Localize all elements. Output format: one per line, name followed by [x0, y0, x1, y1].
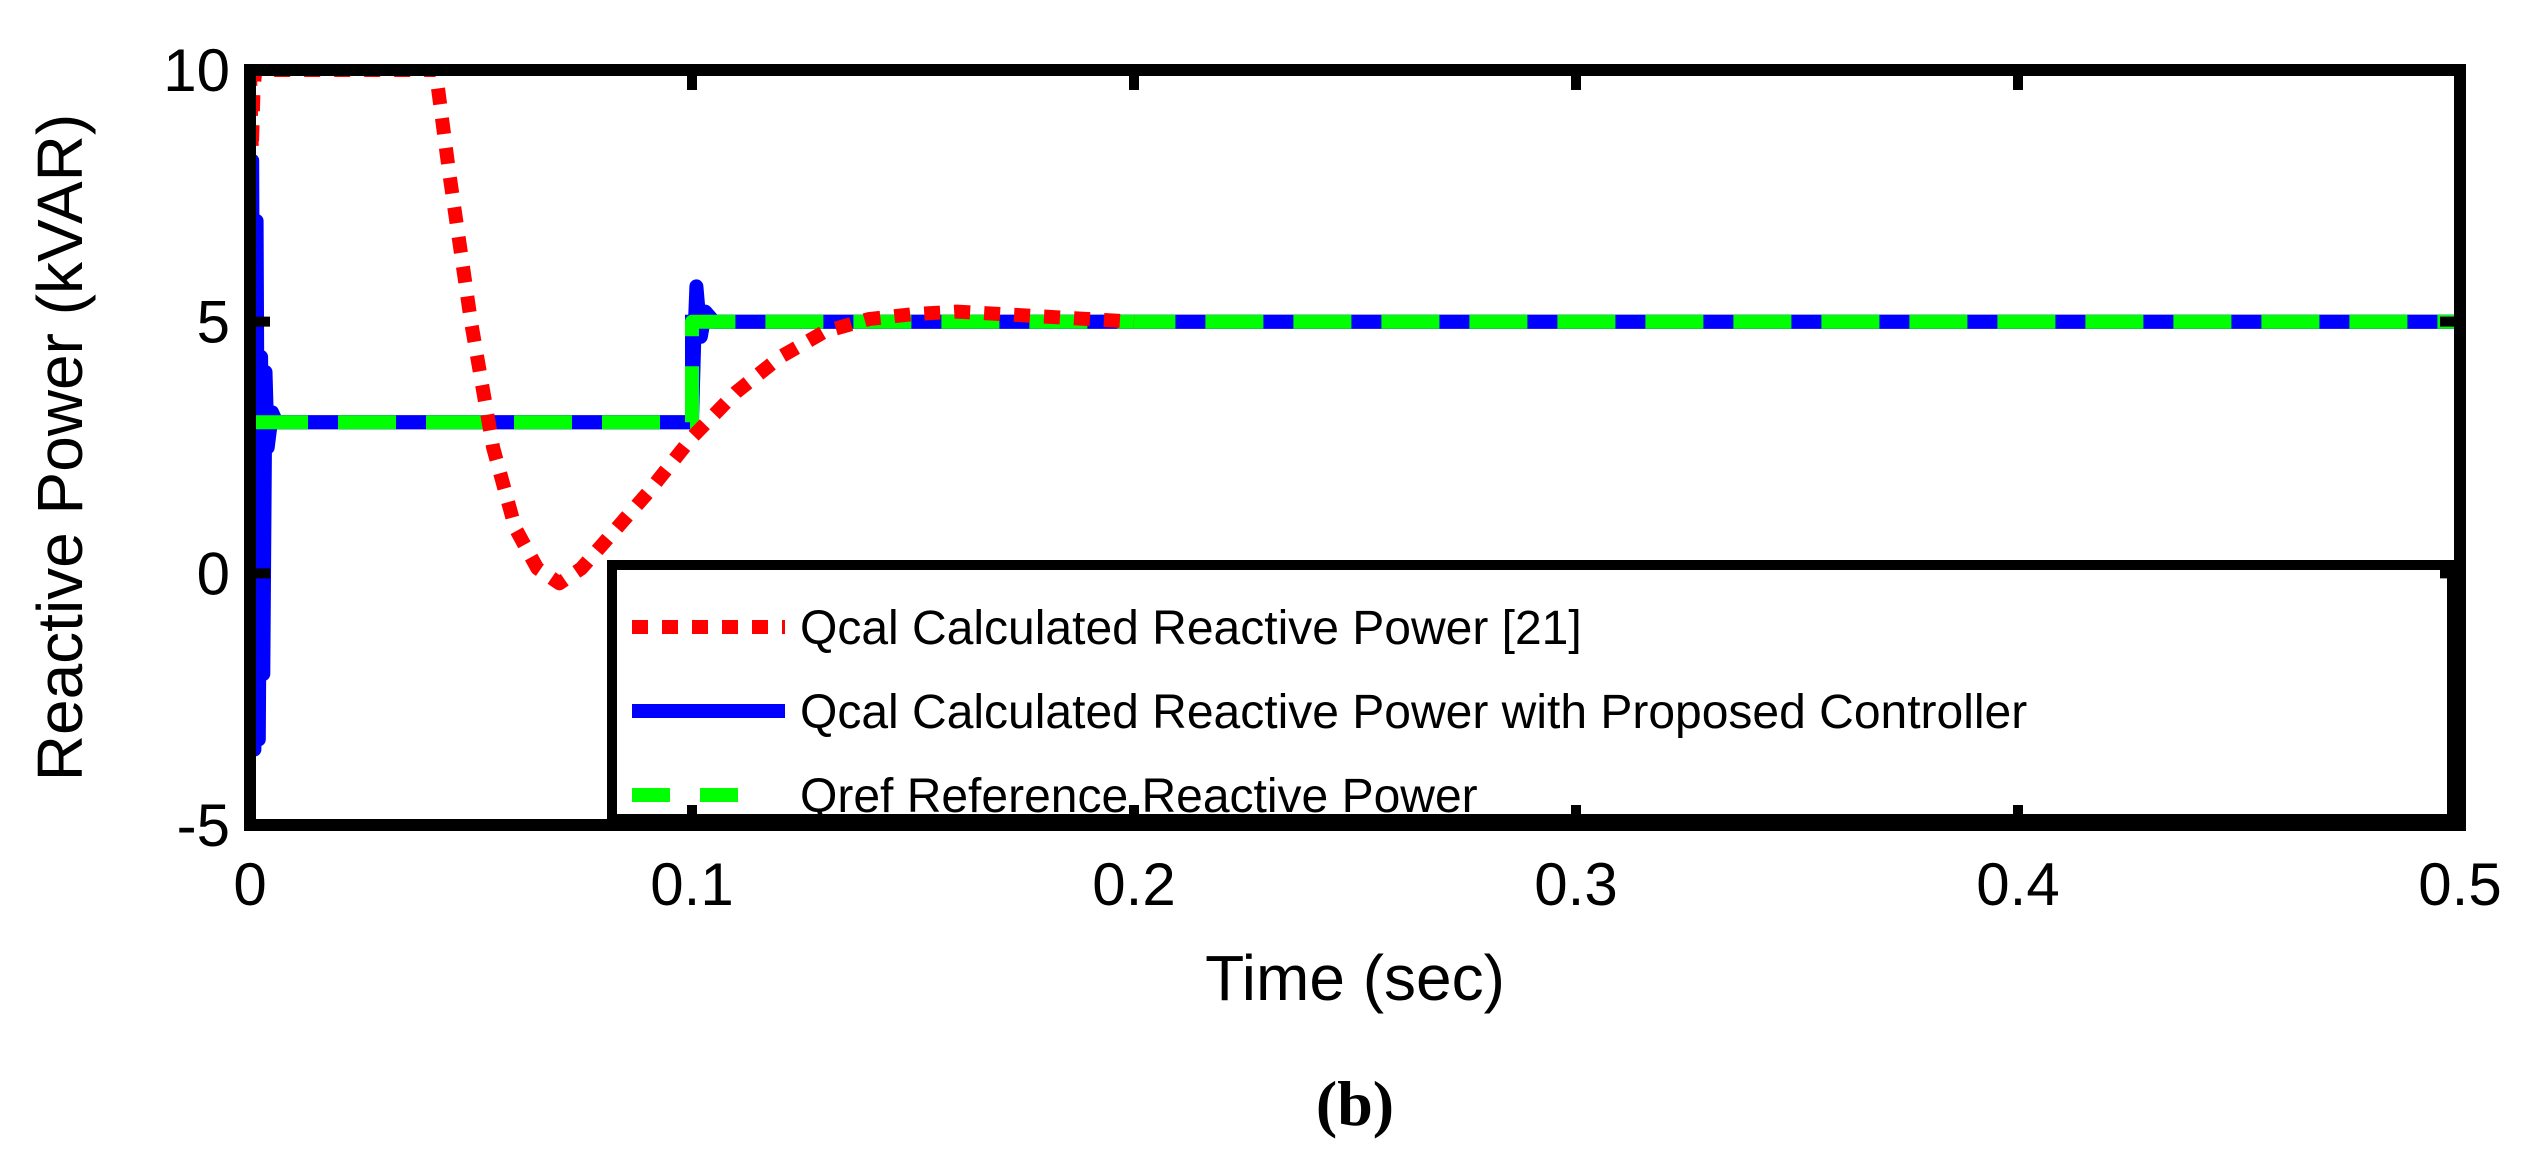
y-tick-label: -5: [177, 792, 230, 859]
x-tick-label: 0.5: [2418, 851, 2501, 918]
series-line-dashed: [250, 314, 2460, 430]
x-tick-label: 0.2: [1092, 851, 1175, 918]
y-axis-title: Reactive Power (kVAR): [24, 114, 96, 781]
plot-frame: [244, 64, 2466, 831]
y-tick-label: 0: [197, 540, 230, 607]
x-tick-label: 0.1: [650, 851, 733, 918]
x-tick-label: 0.4: [1976, 851, 2059, 918]
series-line-underlay: [250, 314, 2460, 430]
x-tick-label: 0.3: [1534, 851, 1617, 918]
x-axis-title: Time (sec): [1205, 942, 1505, 1014]
legend-label: Qcal Calculated Reactive Power with Prop…: [800, 686, 2027, 739]
x-tick-label: 0: [233, 851, 266, 918]
legend-box: [607, 560, 2457, 824]
y-tick-label: 10: [163, 37, 230, 104]
y-tick-label: 5: [197, 289, 230, 356]
legend: Qcal Calculated Reactive Power [21] Qcal …: [607, 560, 2457, 824]
series-line-solid: [250, 153, 2460, 757]
axis-ticks: [245, 65, 2465, 830]
legend-label: Qcal Calculated Reactive Power [21]: [800, 602, 1582, 655]
plot-lines: [250, 70, 2460, 757]
figure-caption: (b): [1316, 1068, 1394, 1139]
